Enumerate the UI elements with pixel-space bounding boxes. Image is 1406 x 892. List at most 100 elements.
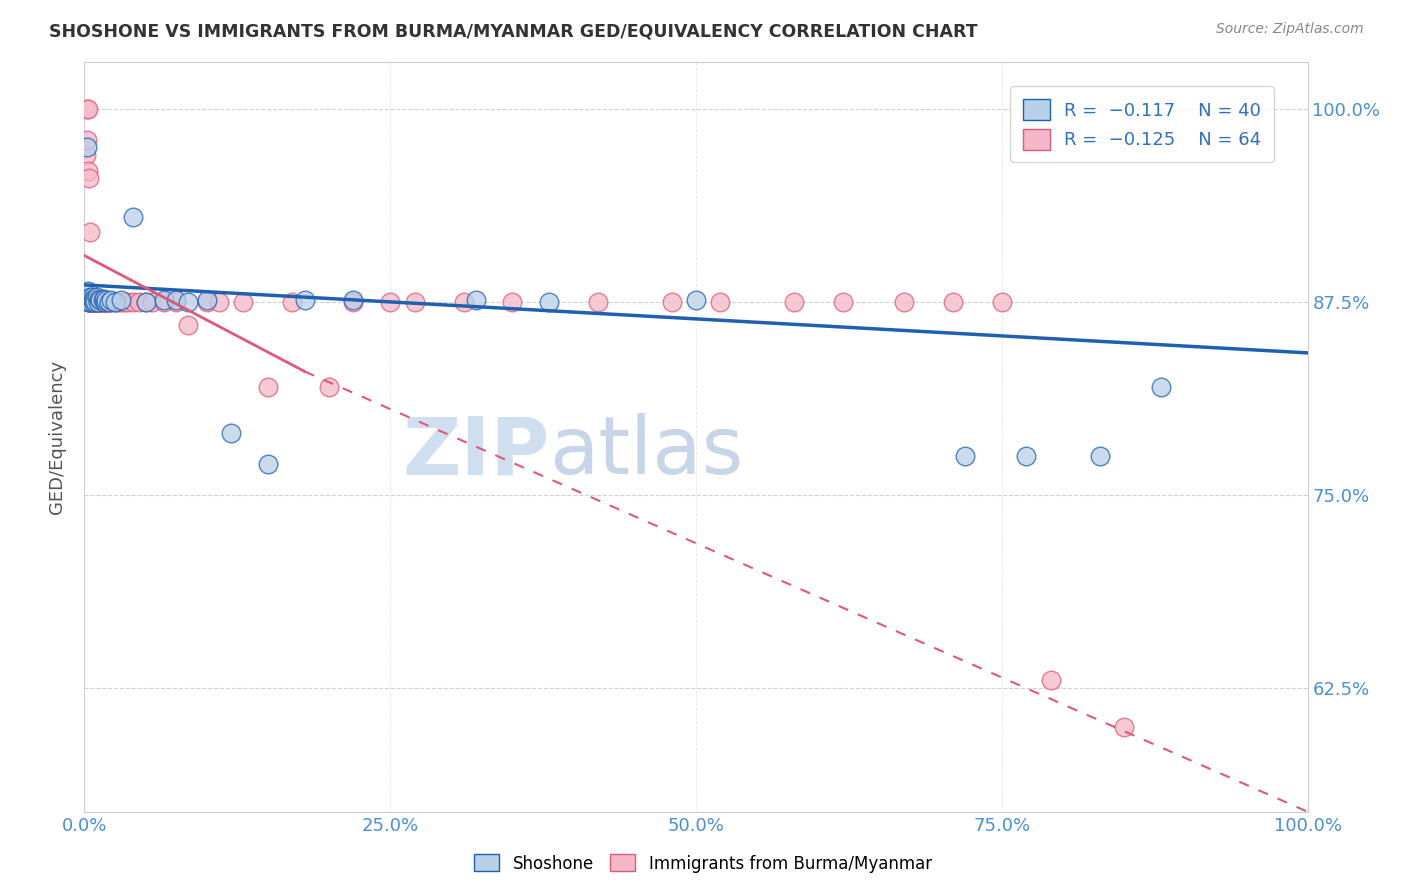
Point [87, 294, 110, 309]
Point [97, 294, 120, 309]
Point [195, 293, 218, 308]
Point [464, 293, 486, 308]
Point [77, 171, 100, 186]
Point [82, 294, 104, 309]
Point [79, 294, 101, 309]
Point [128, 294, 150, 309]
Point [94, 294, 117, 309]
Point [100, 293, 122, 308]
Point [79, 294, 101, 309]
Point [1039, 673, 1062, 688]
Point [1150, 380, 1173, 394]
Point [586, 294, 609, 309]
Point [82, 292, 104, 306]
Point [97, 294, 120, 309]
Point [342, 293, 364, 308]
Point [75, 148, 97, 162]
Point [538, 294, 561, 309]
Point [893, 294, 915, 309]
Point [87, 294, 110, 309]
Point [96, 294, 118, 309]
Point [257, 380, 280, 394]
Point [86, 294, 108, 309]
Point [96, 293, 118, 308]
Point [93, 294, 115, 309]
Point [380, 294, 402, 309]
Point [86, 294, 108, 309]
Point [79, 290, 101, 304]
Point [342, 294, 364, 309]
Point [318, 380, 340, 394]
Point [122, 210, 145, 224]
Point [104, 294, 127, 309]
Point [177, 318, 200, 332]
Text: atlas: atlas [550, 413, 744, 491]
Point [153, 293, 176, 308]
Point [281, 294, 304, 309]
Point [257, 457, 280, 471]
Point [100, 294, 122, 309]
Point [80, 290, 103, 304]
Point [453, 294, 475, 309]
Point [93, 292, 115, 306]
Point [112, 294, 135, 309]
Point [991, 294, 1014, 309]
Point [110, 293, 132, 308]
Point [219, 426, 242, 441]
Point [84, 294, 107, 309]
Point [831, 294, 853, 309]
Legend: R =  −0.117    N = 40, R =  −0.125    N = 64: R = −0.117 N = 40, R = −0.125 N = 64 [1010, 87, 1274, 162]
Point [87, 294, 110, 309]
Legend: Shoshone, Immigrants from Burma/Myanmar: Shoshone, Immigrants from Burma/Myanmar [467, 847, 939, 880]
Point [84, 294, 107, 309]
Point [83, 294, 105, 309]
Point [91, 294, 114, 309]
Point [77, 284, 100, 298]
Point [76, 140, 98, 154]
Point [208, 294, 231, 309]
Point [87, 294, 110, 309]
Point [502, 294, 524, 309]
Point [86, 290, 108, 304]
Point [232, 294, 254, 309]
Point [82, 294, 104, 309]
Point [1015, 450, 1038, 464]
Point [110, 294, 132, 309]
Point [783, 294, 806, 309]
Point [165, 294, 187, 309]
Point [122, 294, 145, 309]
Point [685, 293, 707, 308]
Point [195, 294, 218, 309]
Point [105, 294, 128, 309]
Point [91, 293, 114, 308]
Point [1088, 450, 1111, 464]
Point [294, 293, 316, 308]
Point [80, 294, 103, 309]
Point [87, 292, 110, 306]
Point [77, 102, 100, 116]
Point [165, 293, 187, 308]
Point [104, 294, 127, 309]
Y-axis label: GED/Equivalency: GED/Equivalency [48, 360, 66, 514]
Point [404, 294, 426, 309]
Point [90, 294, 112, 309]
Point [709, 294, 731, 309]
Point [89, 294, 111, 309]
Point [135, 294, 157, 309]
Point [83, 293, 105, 308]
Point [141, 294, 163, 309]
Point [135, 294, 157, 309]
Point [94, 294, 117, 309]
Text: SHOSHONE VS IMMIGRANTS FROM BURMA/MYANMAR GED/EQUIVALENCY CORRELATION CHART: SHOSHONE VS IMMIGRANTS FROM BURMA/MYANMA… [49, 22, 977, 40]
Point [91, 294, 114, 309]
Point [77, 163, 100, 178]
Point [1114, 720, 1136, 734]
Point [77, 294, 100, 309]
Point [97, 294, 120, 309]
Point [84, 294, 107, 309]
Point [79, 226, 101, 240]
Point [77, 294, 100, 309]
Point [661, 294, 683, 309]
Point [942, 294, 965, 309]
Point [153, 294, 176, 309]
